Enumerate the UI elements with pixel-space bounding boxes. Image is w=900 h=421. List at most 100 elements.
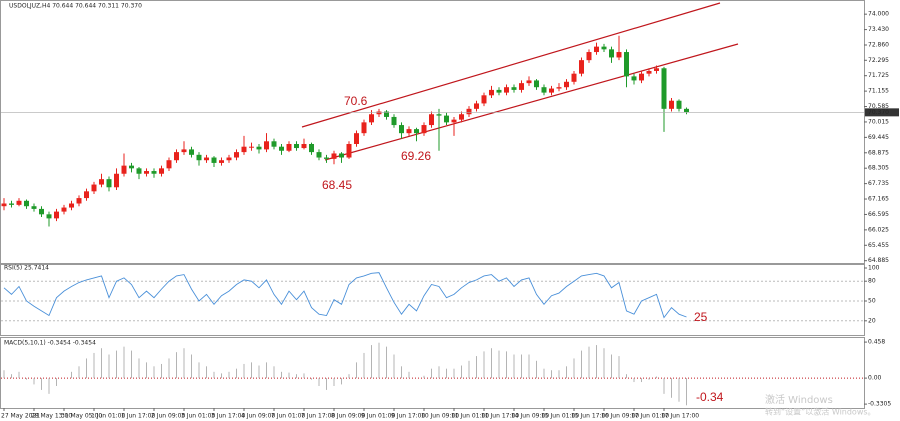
candle-body [271,141,277,147]
x-tick-label: 14 Jun 09:00 [511,413,549,420]
x-tick-label: 7 Jun 17:00 [301,413,335,420]
y-tick-label: 72.295 [868,57,889,64]
macd-bar [588,346,590,379]
x-tick-label: 7 Jun 01:00 [271,413,305,420]
macd-bar [153,366,155,379]
y-tick-label: 70.015 [868,118,889,125]
y-tick-label: 80 [868,278,876,285]
candle-body [609,49,614,58]
candle-body [226,157,232,161]
candle-body [144,171,149,174]
macd-bar [206,366,207,379]
candle-body [69,203,74,208]
last-price-label: 70.370 [868,109,889,116]
macd-bar [528,354,530,379]
rsi-line [3,272,687,319]
macd-bar [251,362,252,379]
x-tick-label: 15 Jun 01:00 [541,413,579,420]
macd-bar [401,366,402,379]
macd-bar [11,374,12,379]
candle-body [211,157,217,163]
y-tick-label: 67.165 [868,196,889,203]
annotation: -0.34 [696,390,724,404]
y-tick-label: 71.725 [868,72,889,79]
x-tick-label: 15 Jun 17:00 [571,413,609,420]
y-tick-label: 71.155 [868,88,889,95]
candle-body [444,115,449,123]
macd-bar [273,366,275,379]
candle-body [91,184,97,192]
macd-bar [438,366,440,379]
candle-body [489,89,494,96]
y-tick-label: 67.735 [868,180,889,187]
candle-body [549,88,554,93]
candle-body [129,165,134,169]
macd-bar [468,360,470,379]
x-tick-label: 31 May 05:00 [61,413,102,420]
y-tick-label: -0.3305 [868,401,891,408]
x-tick-label: 1 Jun 17:00 [121,413,155,420]
macd-bar [131,350,132,379]
candle-body [204,157,209,161]
macd-bar [3,370,5,379]
macd-bar [491,348,492,379]
y-tick-label: 66.025 [868,226,889,233]
candle-body [369,114,374,123]
candle-body [459,114,464,120]
candle-body [219,160,224,163]
candle-body [594,46,599,53]
macd-bar [363,352,365,379]
macd-bar [311,378,312,380]
macd-bar [116,350,117,379]
candle-body [114,173,119,188]
candle-body [196,154,202,161]
x-tick-label: 4 Jun 09:00 [241,413,275,420]
candle-body [241,146,247,153]
candle-body [316,152,322,158]
candle-body [474,103,479,109]
x-tick-label: 10 Jun 09:00 [421,413,459,420]
macd-bar [18,371,20,379]
macd-bar [41,378,42,390]
candle-body [526,80,532,84]
macd-bar [671,378,672,398]
candle-body [429,114,434,126]
macd-bar [138,358,140,379]
rsi-header: RSI(5) 25.7414 [4,265,49,272]
y-tick-label: 64.885 [868,257,889,264]
candle-body [331,153,337,159]
macd-bar [168,358,170,379]
candle-body [136,168,142,174]
candle-body [159,168,164,174]
x-tick-label: 11 Jun 17:00 [481,413,519,420]
y-tick-label: 68.305 [868,165,889,172]
candle-body [496,89,502,93]
channel-lower-line [324,43,739,161]
macd-bar [633,378,635,383]
candle-body [301,143,307,149]
macd-bar [611,354,612,379]
macd-bar [288,372,290,379]
candle-body [9,203,14,205]
candle-body [519,83,524,90]
macd-bar [581,350,582,379]
main-header: USDOLJUZ,H4 70.644 70.644 70.311 70.370 [9,3,142,10]
main-panel-frame [0,0,865,264]
macd-bar [656,376,657,379]
candle-body [324,157,329,159]
candle-body [166,160,172,169]
y-tick-label: 74.000 [868,11,889,18]
macd-bar [626,374,627,379]
candle-body [541,87,547,93]
candle-body [481,95,487,104]
x-tick-label: 16 Jun 09:00 [601,413,639,420]
candle-body [181,149,187,153]
candle-body [24,200,29,207]
x-tick-label: 11 Jun 01:00 [451,413,489,420]
candle-body [564,81,569,88]
candle-body [601,46,607,50]
x-tick-label: 2 Jun 09:00 [151,413,185,420]
candle-body [616,52,622,58]
macd-bar [521,354,522,379]
y-tick-label: 20 [868,317,876,324]
